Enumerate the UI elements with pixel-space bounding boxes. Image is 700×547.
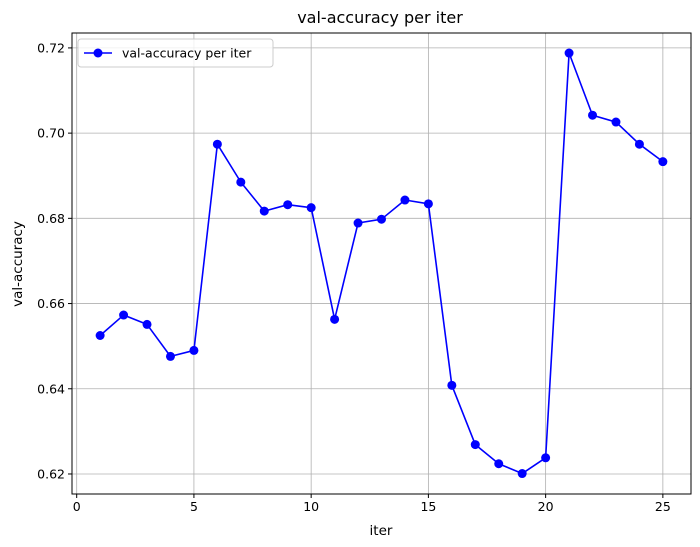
legend-marker-swatch (93, 48, 103, 58)
data-point (400, 195, 410, 205)
data-point (189, 345, 199, 355)
y-tick-label: 0.66 (37, 296, 65, 311)
data-point (541, 453, 551, 463)
legend-box (77, 38, 274, 68)
data-point (353, 218, 363, 228)
legend-label: val-accuracy per iter (122, 46, 252, 61)
data-point (423, 199, 433, 209)
data-point (95, 331, 105, 341)
y-tick-label: 0.70 (37, 126, 65, 141)
data-point (236, 177, 246, 187)
data-point (611, 117, 621, 127)
data-point (165, 351, 175, 361)
data-point (330, 314, 340, 324)
x-axis: 0 5 10 15 20 25 (73, 494, 671, 514)
x-tick-label: 0 (73, 499, 81, 514)
data-point (259, 206, 269, 216)
data-point (588, 110, 598, 120)
chart-title: val-accuracy per iter (297, 8, 463, 27)
data-point (658, 157, 668, 167)
data-point (306, 203, 316, 213)
x-axis-label: iter (370, 523, 393, 539)
y-tick-label: 0.62 (37, 466, 65, 481)
data-point (447, 380, 457, 390)
x-tick-label: 20 (538, 499, 554, 514)
data-point (494, 459, 504, 469)
y-tick-label: 0.64 (37, 381, 65, 396)
data-point (517, 469, 527, 479)
data-point (283, 200, 293, 210)
x-tick-label: 25 (655, 499, 671, 514)
series-line (99, 52, 664, 475)
data-point (564, 48, 574, 58)
data-point (119, 310, 129, 320)
y-tick-label: 0.68 (37, 211, 65, 226)
y-axis-label: val-accuracy (10, 221, 26, 307)
data-point (212, 139, 222, 149)
y-axis: 0.62 0.64 0.66 0.68 0.70 0.72 (37, 40, 72, 481)
x-tick-label: 10 (303, 499, 319, 514)
y-tick-label: 0.72 (37, 40, 65, 55)
plot-area-frame (71, 32, 692, 495)
data-point (142, 319, 152, 329)
data-point (470, 440, 480, 450)
grid-lines (72, 33, 691, 494)
data-point (377, 214, 386, 224)
legend: val-accuracy per iter (77, 38, 274, 68)
data-point (634, 139, 644, 149)
series-layer (95, 48, 668, 479)
x-tick-label: 5 (190, 499, 198, 514)
x-tick-label: 15 (420, 499, 436, 514)
